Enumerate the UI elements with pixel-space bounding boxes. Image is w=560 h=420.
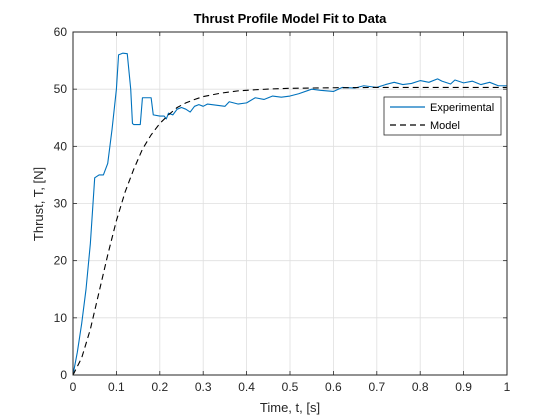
- y-tick-label: 40: [54, 139, 68, 153]
- legend-label-model: Model: [430, 120, 460, 132]
- y-tick-label: 50: [54, 82, 68, 96]
- legend-box: [383, 96, 502, 136]
- x-axis-label: Time, t, [s]: [260, 400, 320, 415]
- x-tick-label: 0.8: [412, 380, 429, 394]
- x-tick-label: 0.7: [368, 380, 385, 394]
- chart-title: Thrust Profile Model Fit to Data: [194, 11, 388, 26]
- x-tick-label: 1: [504, 380, 511, 394]
- y-tick-label: 30: [54, 197, 68, 211]
- y-axis-label: Thrust, T, [N]: [31, 167, 46, 241]
- x-tick-label: 0.1: [108, 380, 125, 394]
- y-tick-label: 20: [54, 254, 68, 268]
- y-tick-label: 60: [54, 25, 68, 39]
- series-line-experimental: [72, 52, 507, 376]
- x-tick-label: 0.2: [151, 380, 168, 394]
- tick-labels: 0 0.1 0.2 0.3 0.4 0.5 0.6 0.7 0.8 0.9 101020304050…: [54, 25, 511, 394]
- x-tick-label: 0.5: [282, 380, 299, 394]
- x-tick-label: 0.6: [325, 380, 342, 394]
- x-tick-label: 0: [70, 380, 77, 394]
- legend-label-experimental: Experimental: [430, 102, 494, 114]
- legend: Experimental Model: [383, 96, 502, 136]
- x-tick-label: 0.9: [455, 380, 472, 394]
- series-layer: [72, 52, 507, 376]
- x-tick-label: 0.3: [195, 380, 212, 394]
- y-tick-label: 10: [54, 311, 68, 325]
- x-tick-label: 0.4: [238, 380, 255, 394]
- tick-marks: [72, 31, 508, 376]
- y-tick-label: 0: [60, 368, 67, 382]
- series-line-model: [72, 86, 507, 376]
